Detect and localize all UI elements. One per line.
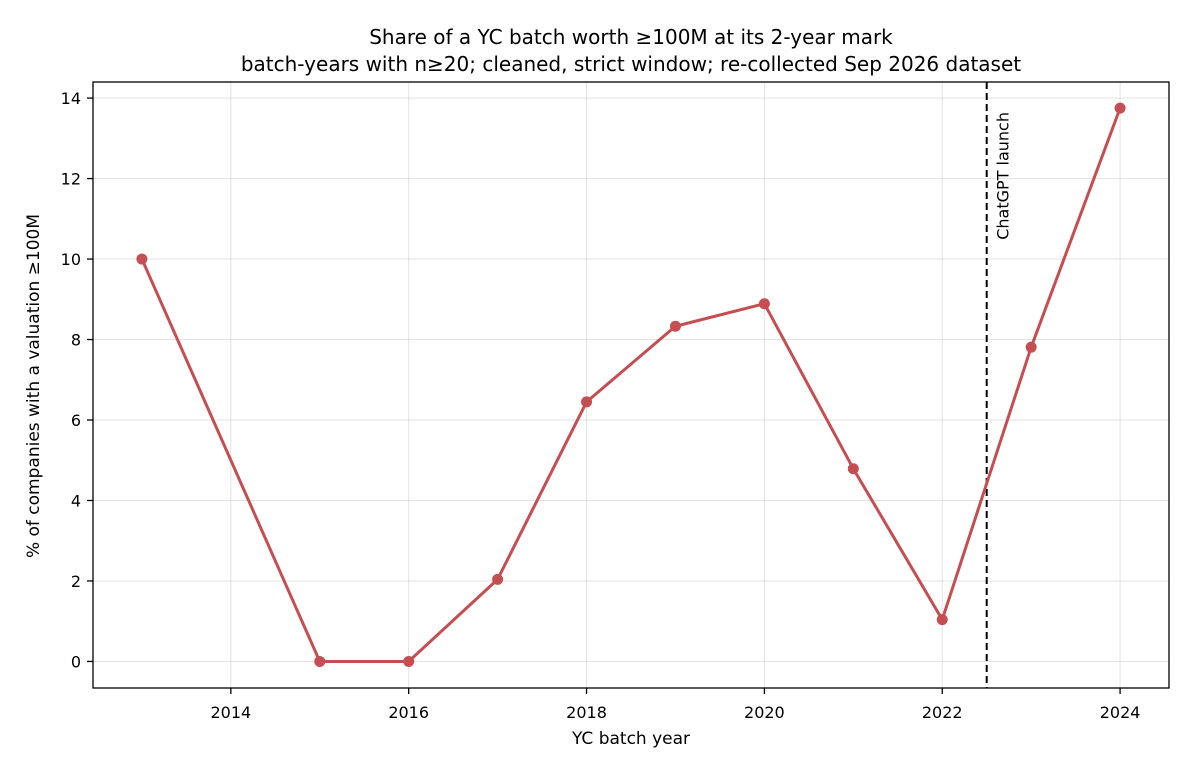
y-tick-label: 0 (71, 652, 81, 671)
chart-subtitle: batch-years with n≥20; cleaned, strict w… (241, 52, 1021, 76)
y-tick-label: 10 (61, 250, 81, 269)
x-tick-label: 2014 (210, 703, 251, 722)
x-tick-label: 2018 (566, 703, 607, 722)
data-point (403, 655, 415, 667)
data-point (314, 655, 326, 667)
x-tick-label: 2016 (388, 703, 429, 722)
y-tick-label: 2 (71, 572, 81, 591)
data-point (581, 396, 593, 408)
plot-frame (92, 81, 1170, 689)
x-tick-label: 2020 (744, 703, 785, 722)
data-point (136, 253, 148, 265)
x-tick-label: 2022 (922, 703, 963, 722)
chart-title: Share of a YC batch worth ≥100M at its 2… (369, 25, 893, 49)
data-point (758, 298, 770, 310)
data-point (936, 614, 948, 626)
grid (93, 82, 1169, 688)
y-tick-label: 14 (61, 89, 81, 108)
data-point (492, 573, 504, 585)
x-tick-label: 2024 (1100, 703, 1141, 722)
chatgpt-launch-label: ChatGPT launch (994, 112, 1013, 240)
y-tick-label: 12 (61, 170, 81, 189)
annotations: ChatGPT launch (985, 82, 1013, 688)
data-point (1114, 102, 1126, 114)
series-line (140, 107, 1122, 663)
x-axis-label: YC batch year (571, 729, 690, 749)
y-tick-label: 4 (71, 491, 81, 510)
y-tick-label: 8 (71, 331, 81, 350)
y-tick-label: 6 (71, 411, 81, 430)
ticks: 2014 2016 2018 2020 2022 2024 0 2 4 6 8 10 12 14 (61, 89, 1141, 722)
data-point (847, 463, 859, 475)
y-axis-label: % of companies with a valuation ≥100M (24, 214, 44, 558)
data-point (1025, 341, 1037, 353)
series (136, 102, 1126, 667)
data-point (669, 320, 681, 332)
